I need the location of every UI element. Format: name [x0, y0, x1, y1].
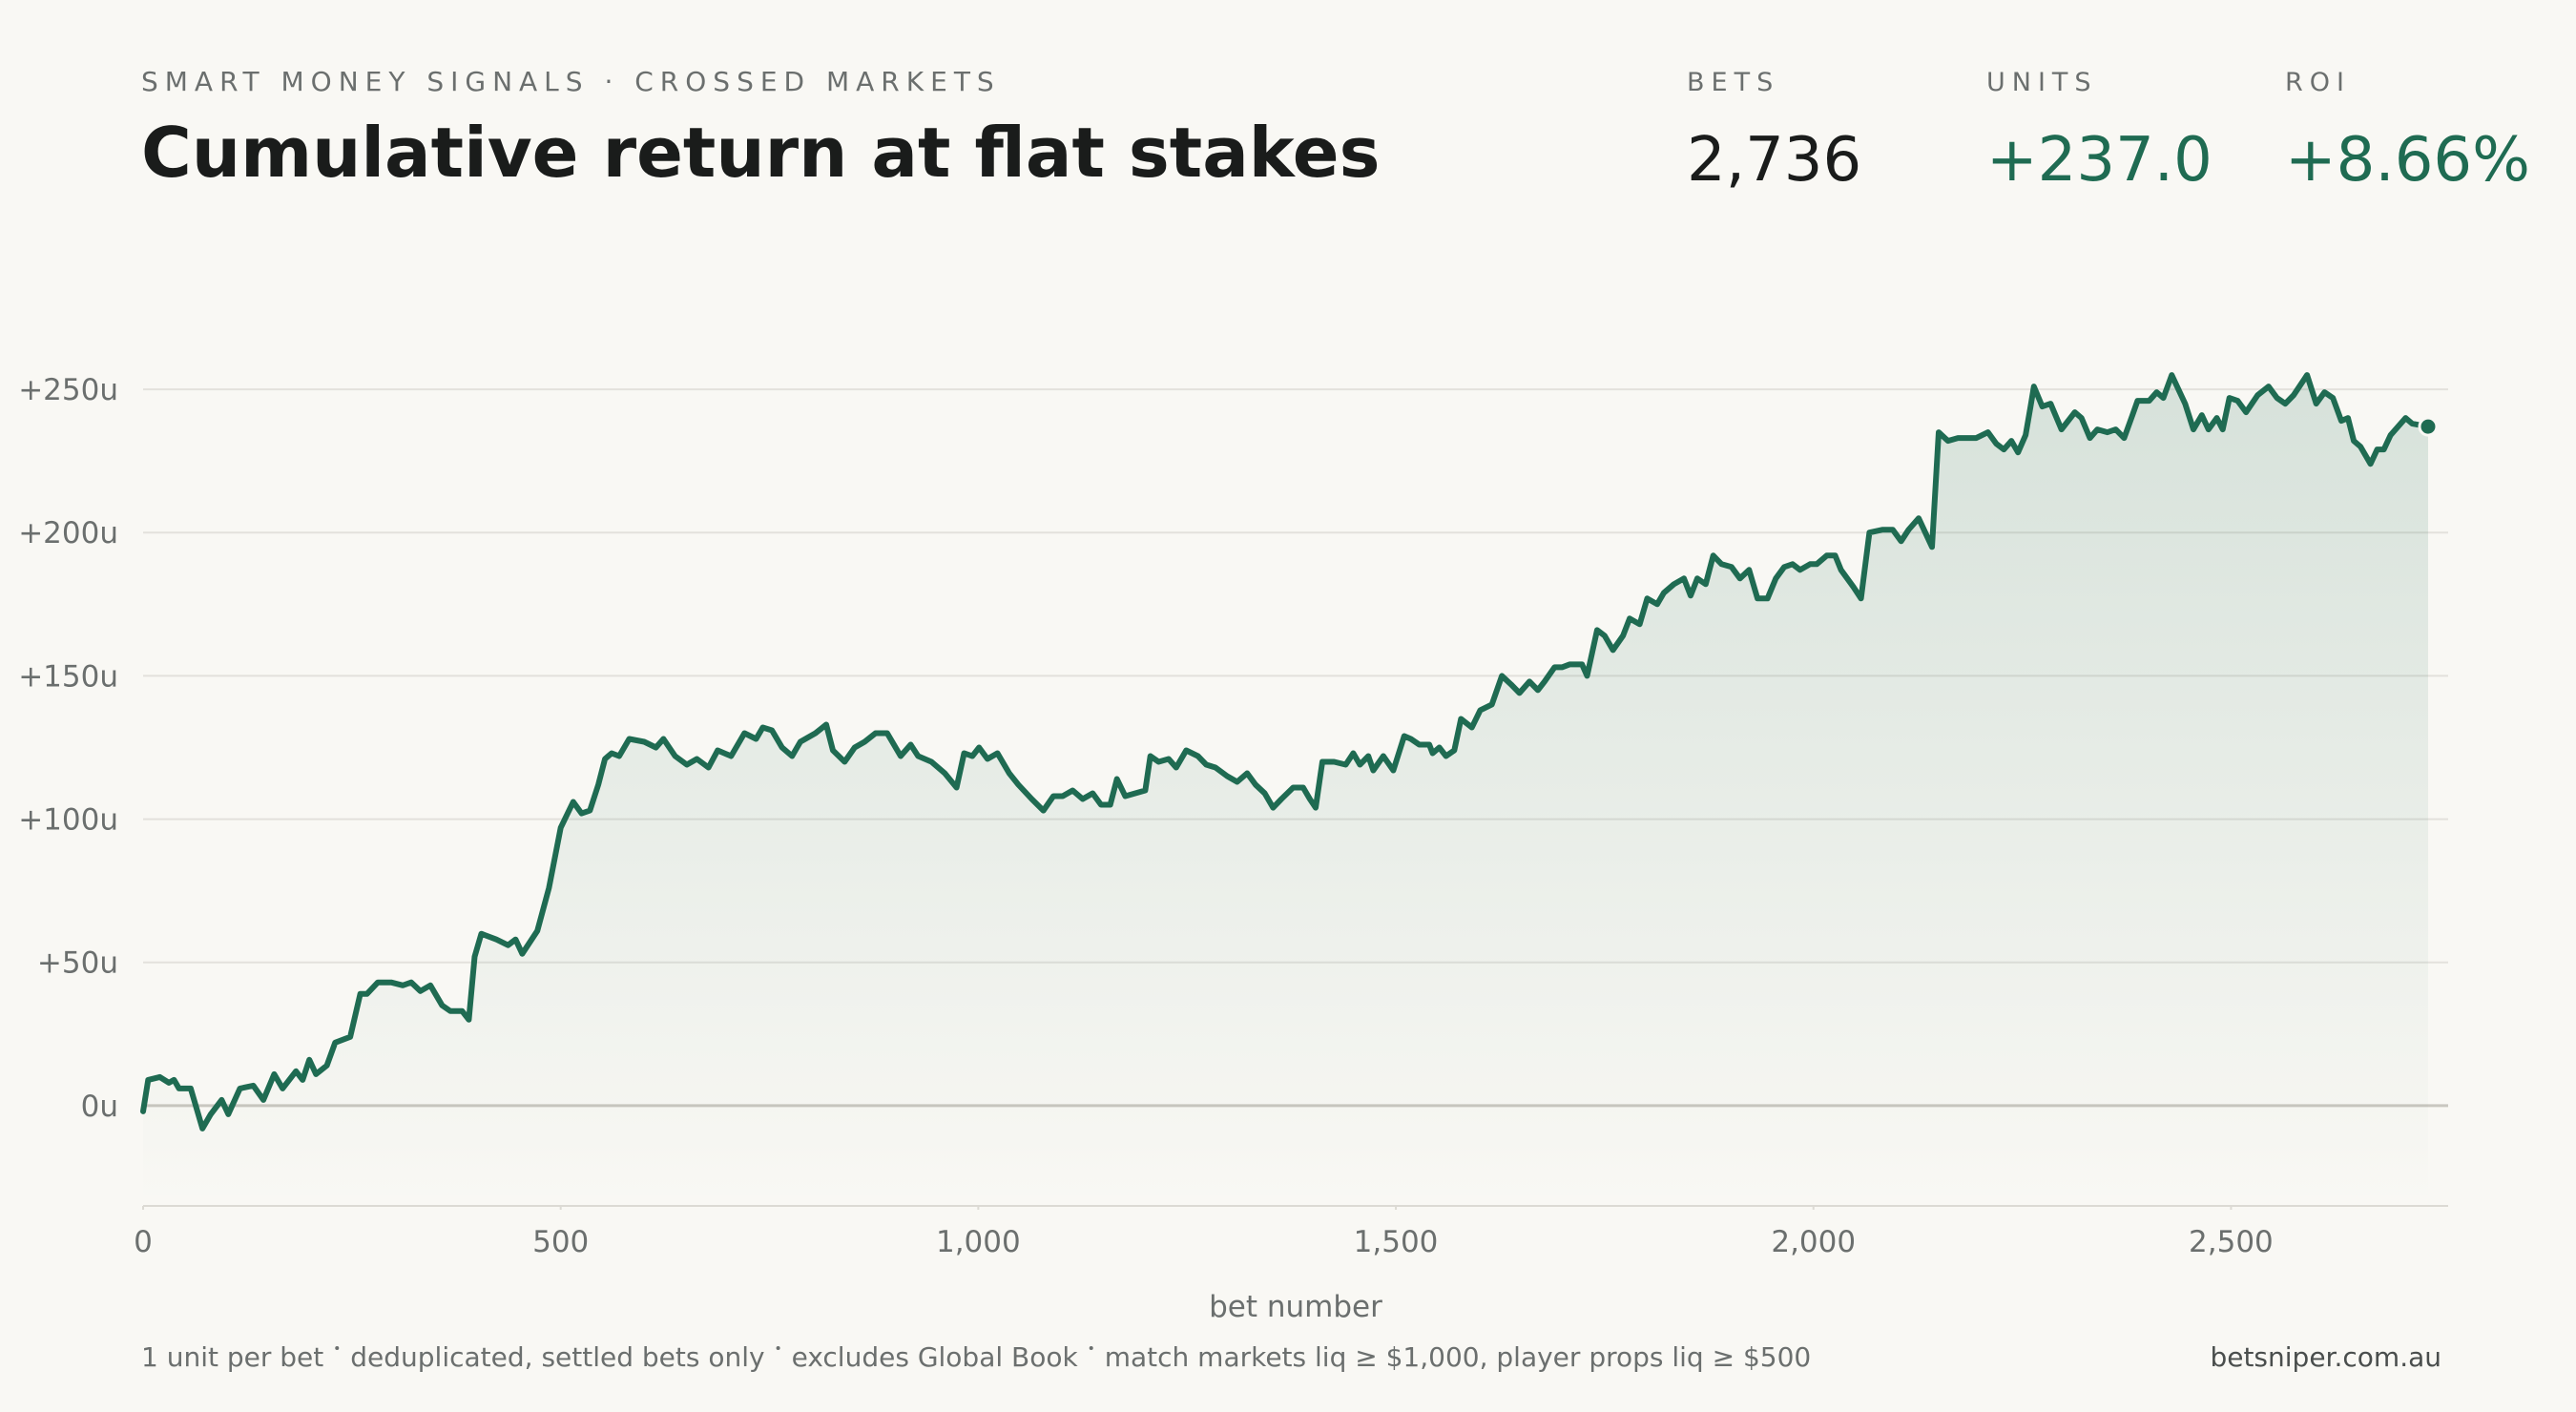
plot: 0u +50u +100u +150u +200u +250u 0 500 1,000 1,500…: [18, 372, 2448, 1324]
eyebrow: SMART MONEY SIGNALS · CROSSED MARKETS: [141, 66, 1001, 97]
y-tick-label: +100u: [18, 803, 118, 838]
footer: 1 unit per bet deduplicated, settled bets…: [141, 1341, 2441, 1373]
area-fill: [143, 375, 2428, 1207]
line: [140, 372, 2431, 1132]
footnote: deduplicated, settled bets only: [350, 1341, 764, 1373]
footnote: 1 unit per bet: [141, 1341, 323, 1373]
x-tick-label: 1,000: [936, 1225, 1021, 1259]
stat-label: BETS: [1687, 68, 1779, 97]
y-tick-label: +250u: [18, 373, 118, 407]
title: Cumulative return at flat stakes: [141, 113, 1380, 193]
separator: [335, 1346, 340, 1350]
stat-value: +8.66%: [2285, 125, 2530, 196]
end-point: [2418, 416, 2439, 437]
x-tick-label: 0: [134, 1225, 153, 1259]
x-tick-label: 2,500: [2189, 1225, 2274, 1259]
y-tick-label: 0u: [81, 1090, 118, 1124]
separator: [776, 1346, 780, 1350]
x-tick-label: 500: [532, 1225, 589, 1259]
y-tick-label: +50u: [37, 946, 118, 981]
footnote: excludes Global Book: [792, 1341, 1079, 1373]
stat-value: +237.0: [1986, 125, 2212, 196]
stats: BETS 2,736 UNITS +237.0 ROI +8.66%: [1687, 68, 2530, 196]
stat-label: ROI: [2285, 68, 2351, 97]
separator: [1089, 1346, 1093, 1350]
x-tick-label: 2,000: [1771, 1225, 1856, 1259]
footnote: match markets liq ≥ $1,000, player props…: [1105, 1341, 1812, 1373]
y-tick-label: +200u: [18, 516, 118, 550]
source: betsniper.com.au: [2210, 1341, 2441, 1373]
stat-value: 2,736: [1687, 125, 1861, 196]
stat-label: UNITS: [1986, 68, 2098, 97]
x-axis-title: bet number: [1209, 1290, 1382, 1324]
x-tick-label: 1,500: [1354, 1225, 1439, 1259]
y-tick-label: +150u: [18, 659, 118, 694]
